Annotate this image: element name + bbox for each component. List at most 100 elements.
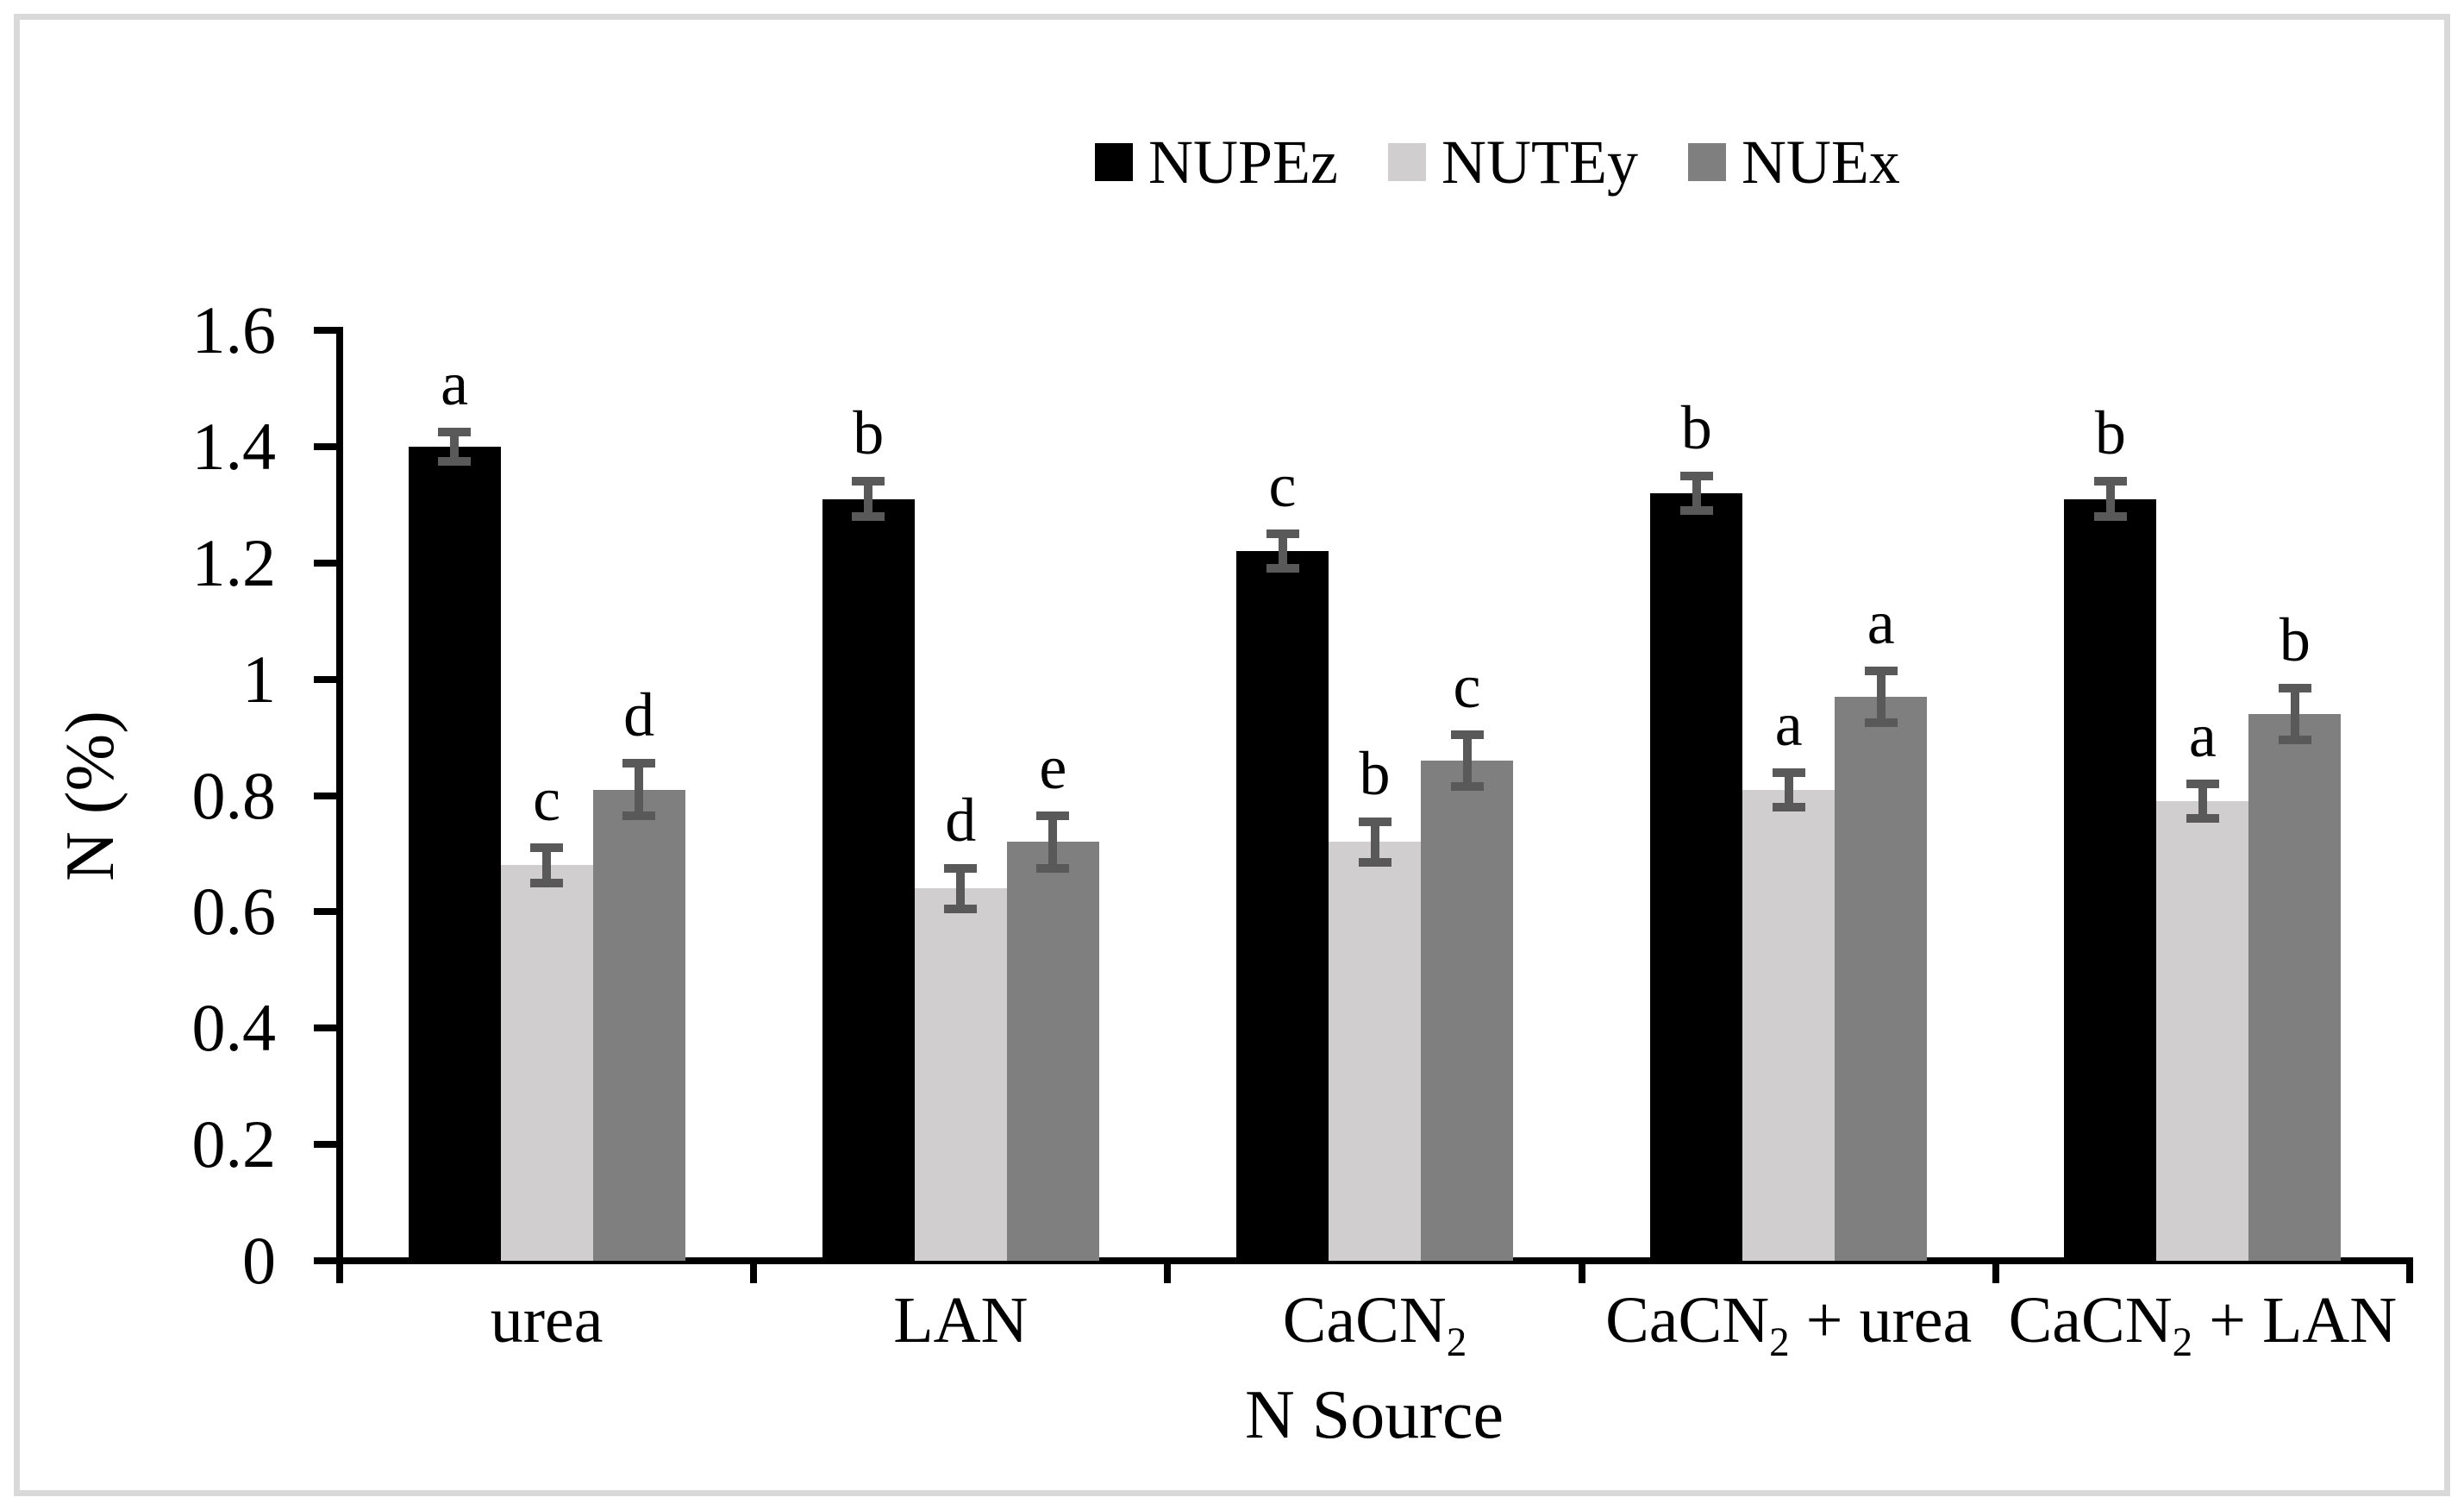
y-tick [314,792,340,799]
error-bar-line [1278,534,1287,569]
legend: NUPEz NUTEy NUEx [1095,128,1900,197]
error-bar-cap-top [1772,768,1805,777]
x-boundary-tick [2406,1261,2413,1283]
y-tick [314,908,340,916]
y-tick-label: 1.6 [191,292,277,367]
legend-item-NUPEz: NUPEz [1095,128,1338,197]
legend-swatch-NUTEy [1387,143,1426,181]
error-bar-cap-bottom [1679,506,1713,516]
error-bar-line [450,432,460,461]
legend-label: NUTEy [1441,128,1638,197]
y-tick-label: 0.6 [191,874,277,949]
x-axis-line [336,1257,2413,1264]
y-tick-label: 1 [242,641,276,717]
sig-letter: b [2279,605,2311,674]
y-tick-label: 0 [242,1223,276,1298]
sig-letter: a [441,349,469,419]
error-bar-cap-top [438,428,472,437]
x-category-label: CaCN2 [1282,1284,1467,1366]
y-tick-label: 1.4 [191,408,277,484]
error-bar-cap-bottom [1036,863,1070,873]
legend-swatch-NUEx [1687,143,1726,181]
bar-NUEx-CaCN2 + LAN [2248,714,2342,1261]
error-bar-cap-bottom [1864,718,1898,728]
bar-NUEx-urea [592,789,685,1261]
error-bar-line [1370,821,1379,863]
x-category-label: urea [490,1284,603,1356]
error-bar-line [2198,784,2207,819]
error-bar-cap-top [1266,529,1299,539]
error-bar-cap-bottom [1358,858,1391,868]
legend-item-NUEx: NUEx [1687,128,1900,197]
error-bar-cap-bottom [1772,802,1805,811]
x-boundary-tick [1578,1261,1585,1283]
error-bar-cap-bottom [1450,782,1484,792]
y-tick [314,1024,340,1032]
sig-letter: a [1867,587,1895,657]
sig-letter: b [853,398,885,468]
figure-frame [14,14,2450,1496]
error-bar-line [1462,734,1472,787]
error-bar-cap-bottom [530,878,564,887]
sig-letter: b [1359,738,1391,808]
bar-NUEx-CaCN2 [1421,761,1513,1261]
legend-swatch-NUPEz [1095,143,1133,181]
legend-label: NUEx [1741,128,1900,197]
sig-letter: a [2188,701,2217,770]
error-bar-cap-bottom [2278,736,2311,745]
x-category-label: LAN [893,1284,1029,1356]
y-tick-label: 0.8 [191,757,277,833]
sig-letter: e [1039,733,1067,803]
bar-NUEx-CaCN2 + urea [1835,696,1928,1261]
error-bar-line [1048,816,1058,868]
y-tick [314,327,340,334]
sig-letter: d [945,785,977,855]
y-tick [314,1257,340,1264]
sig-letter: b [1680,392,1712,462]
error-bar-cap-top [622,759,656,768]
bar-NUTEy-LAN [914,888,1007,1261]
legend-item-NUTEy: NUTEy [1387,128,1638,197]
error-bar-cap-bottom [944,905,978,913]
bar-NUTEy-CaCN2 + LAN [2156,801,2249,1261]
error-bar-cap-bottom [2093,511,2127,521]
error-bar-cap-top [2186,780,2219,788]
error-bar-line [956,868,966,909]
error-bar-cap-bottom [2186,814,2219,824]
sig-letter: b [2094,398,2126,468]
error-bar-cap-top [2093,477,2127,486]
error-bar-line [1876,670,1886,724]
sig-letter: d [623,680,655,750]
bar-NUPEz-LAN [822,498,915,1261]
error-bar-cap-top [1679,471,1713,480]
error-bar-line [635,763,644,817]
x-boundary-tick [1992,1261,1999,1283]
sig-letter: c [1268,451,1297,521]
error-bar-cap-top [852,477,885,486]
error-bar-cap-top [944,863,978,873]
bar-NUPEz-CaCN2 + LAN [2064,498,2157,1261]
x-axis-title: N Source [1245,1377,1504,1453]
y-tick [314,675,340,683]
bar-NUPEz-CaCN2 [1236,551,1329,1261]
bar-NUEx-LAN [1006,842,1099,1261]
sig-letter: c [533,765,561,835]
bar-NUPEz-CaCN2 + urea [1650,492,1743,1261]
error-bar-cap-top [1450,730,1484,739]
x-category-label: CaCN2 + urea [1605,1284,1973,1366]
error-bar-cap-bottom [622,811,656,821]
error-bar-cap-top [1036,811,1070,821]
bar-NUTEy-CaCN2 + urea [1742,789,1835,1261]
error-bar-cap-bottom [852,511,885,521]
y-tick [314,559,340,567]
y-tick [314,442,340,450]
error-bar-cap-top [1358,817,1391,826]
bar-NUPEz-urea [408,446,501,1261]
y-tick-label: 0.2 [191,1106,277,1182]
y-tick [314,1141,340,1149]
y-tick-label: 0.4 [191,990,277,1066]
bar-NUTEy-urea [500,865,593,1261]
legend-label: NUPEz [1148,128,1338,197]
